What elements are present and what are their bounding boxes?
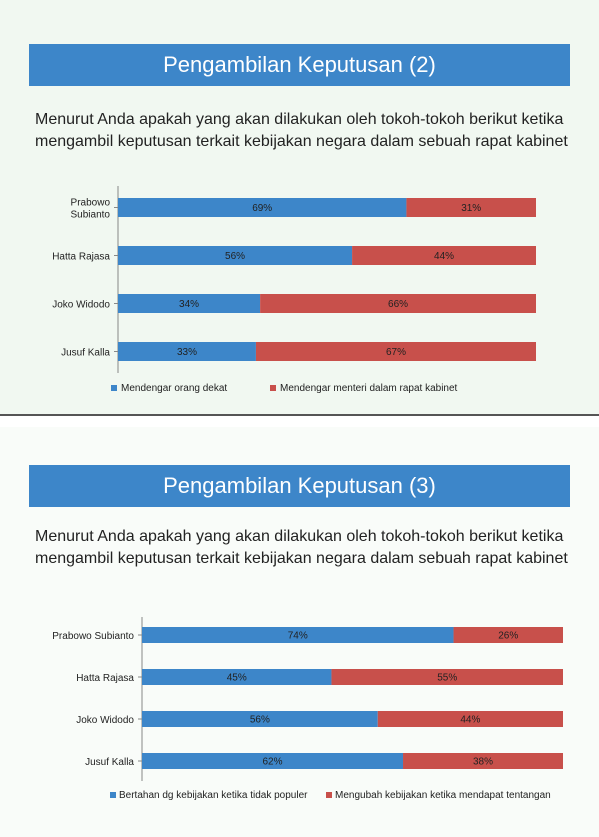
legend-swatch: [110, 792, 116, 798]
data-label: 45%: [227, 673, 247, 684]
category-label: Hatta Rajasa: [76, 673, 134, 684]
data-label: 33%: [177, 347, 197, 358]
bar-segment: [118, 294, 261, 313]
bar-segment: [142, 711, 378, 727]
bar-segment: [118, 246, 353, 265]
slide-1-question: Menurut Anda apakah yang akan dilakukan …: [35, 111, 568, 150]
data-label: 38%: [473, 757, 493, 768]
data-label: 26%: [498, 631, 518, 642]
bar-segment: [255, 342, 536, 361]
legend-label: Mendengar orang dekat: [121, 383, 227, 394]
data-label: 44%: [460, 715, 480, 726]
data-label: 34%: [179, 299, 199, 310]
bar-segment: [331, 669, 563, 685]
category-label: Prabowo Subianto: [52, 631, 134, 642]
data-label: 69%: [252, 203, 272, 214]
data-label: 55%: [437, 673, 457, 684]
slide-2-question: Menurut Anda apakah yang akan dilakukan …: [35, 528, 568, 567]
bar-segment: [142, 627, 454, 643]
data-label: 56%: [225, 251, 245, 262]
category-label: Joko Widodo: [76, 715, 134, 726]
slide-1-title: Pengambilan Keputusan (2): [29, 44, 570, 86]
category-label: Prabowo: [71, 198, 111, 209]
legend-label: Bertahan dg kebijakan ketika tidak popul…: [119, 790, 308, 801]
legend-label: Mengubah kebijakan ketika mendapat tenta…: [335, 790, 551, 801]
category-label: Jusuf Kalla: [85, 757, 134, 768]
data-label: 67%: [386, 347, 406, 358]
slide-2-title: Pengambilan Keputusan (3): [29, 465, 570, 507]
data-label: 56%: [250, 715, 270, 726]
slide-1: Pengambilan Keputusan (2) Menurut Anda a…: [0, 0, 599, 414]
bar-segment: [406, 198, 536, 217]
data-label: 31%: [461, 203, 481, 214]
bar-segment: [377, 711, 563, 727]
bar-segment: [142, 669, 332, 685]
bar-segment: [118, 342, 256, 361]
data-label: 62%: [263, 757, 283, 768]
category-label: Jusuf Kalla: [61, 348, 110, 359]
category-label: Joko Widodo: [52, 300, 110, 311]
data-label: 44%: [434, 251, 454, 262]
bar-segment: [118, 198, 407, 217]
category-label: Hatta Rajasa: [52, 252, 110, 263]
legend-swatch: [111, 385, 117, 391]
category-label: Subianto: [71, 210, 111, 221]
data-label: 74%: [288, 631, 308, 642]
bar-segment: [352, 246, 536, 265]
bar-segment: [453, 627, 563, 643]
legend-swatch: [270, 385, 276, 391]
slide-2: Pengambilan Keputusan (3) Menurut Anda a…: [0, 427, 599, 837]
legend-label: Mendengar menteri dalam rapat kabinet: [280, 383, 458, 394]
bar-segment: [260, 294, 536, 313]
bar-segment: [142, 753, 404, 769]
chart-2: Prabowo Subianto 74% 26% Hatta Rajasa 45% 55%…: [52, 617, 563, 801]
slide-divider: [0, 414, 599, 429]
bar-segment: [403, 753, 563, 769]
data-label: 66%: [388, 299, 408, 310]
legend-swatch: [326, 792, 332, 798]
